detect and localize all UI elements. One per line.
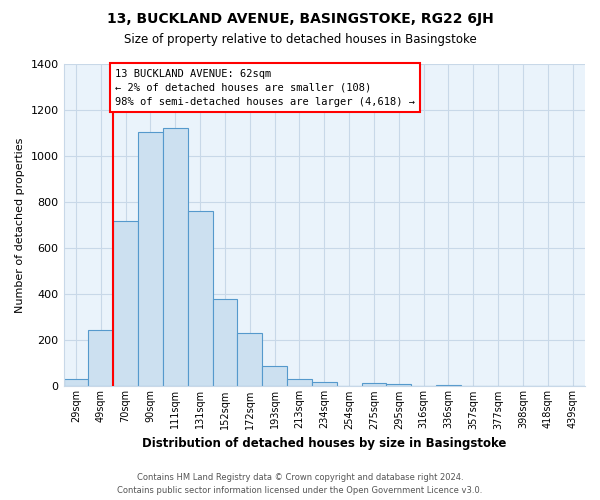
Bar [312,382,337,386]
X-axis label: Distribution of detached houses by size in Basingstoke: Distribution of detached houses by size … [142,437,506,450]
Bar [163,128,188,386]
Text: 13 BUCKLAND AVENUE: 62sqm
← 2% of detached houses are smaller (108)
98% of semi-: 13 BUCKLAND AVENUE: 62sqm ← 2% of detach… [115,68,415,106]
Bar [238,334,262,386]
Bar [287,380,312,386]
Bar [64,380,88,386]
Bar [362,383,386,386]
Bar [262,366,287,386]
Bar [188,212,212,386]
Text: 13, BUCKLAND AVENUE, BASINGSTOKE, RG22 6JH: 13, BUCKLAND AVENUE, BASINGSTOKE, RG22 6… [107,12,493,26]
Y-axis label: Number of detached properties: Number of detached properties [15,138,25,313]
Text: Contains HM Land Registry data © Crown copyright and database right 2024.
Contai: Contains HM Land Registry data © Crown c… [118,474,482,495]
Bar [88,330,113,386]
Bar [113,220,138,386]
Bar [386,384,411,386]
Text: Size of property relative to detached houses in Basingstoke: Size of property relative to detached ho… [124,32,476,46]
Bar [138,132,163,386]
Bar [212,299,238,386]
Bar [436,385,461,386]
